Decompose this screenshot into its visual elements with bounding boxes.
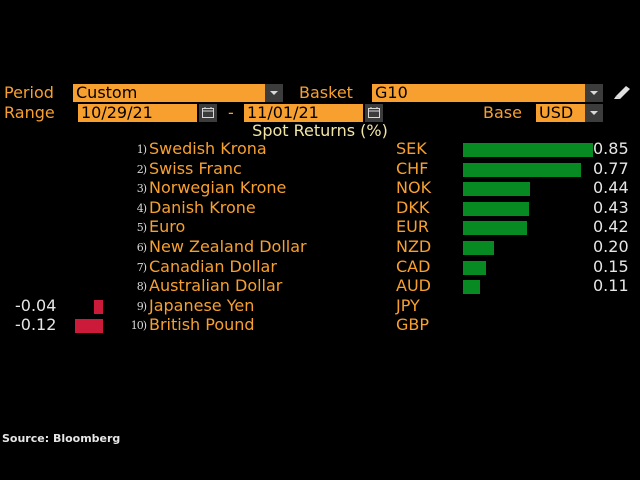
positive-return-bar — [463, 201, 529, 216]
range-separator: - — [228, 103, 234, 122]
edit-pencil-icon[interactable] — [612, 84, 632, 104]
table-row: 8) Australian Dollar AUD 0.11 — [0, 277, 640, 297]
positive-return-bar — [463, 221, 527, 236]
table-row: 2) Swiss Franc CHF 0.77 — [0, 158, 640, 180]
negative-return-bar — [94, 299, 103, 314]
rank-number: 8) — [136, 280, 147, 294]
rank-number: 5) — [136, 221, 147, 235]
range-end-input[interactable]: 11/01/21 — [244, 104, 363, 122]
value-label: 0.44 — [593, 178, 629, 198]
basket-select[interactable]: G10 — [372, 84, 585, 102]
positive-return-bar — [463, 241, 494, 255]
table-row: 1) Swedish Krona SEK 0.85 — [0, 140, 640, 160]
base-dropdown-chevron-down-icon[interactable] — [585, 104, 603, 122]
currency-code: NOK — [396, 178, 432, 198]
basket-dropdown-chevron-down-icon[interactable] — [585, 84, 603, 102]
table-row: 10) British Pound GBP -0.12 — [0, 316, 640, 336]
currency-name[interactable]: New Zealand Dollar — [149, 237, 307, 256]
value-label: 0.85 — [593, 139, 629, 158]
currency-name[interactable]: Australian Dollar — [149, 276, 283, 296]
positive-return-bar — [463, 143, 593, 157]
table-row: 4) Danish Krone DKK 0.43 — [0, 197, 640, 219]
currency-name[interactable]: Norwegian Krone — [149, 178, 287, 198]
range-start-input[interactable]: 10/29/21 — [78, 104, 197, 122]
period-dropdown-chevron-down-icon[interactable] — [265, 84, 283, 102]
table-row: 6) New Zealand Dollar NZD 0.20 — [0, 238, 640, 258]
positive-return-bar — [463, 260, 486, 275]
rank-number: 9) — [136, 299, 147, 313]
range-label: Range — [4, 103, 55, 122]
positive-return-bar — [463, 280, 480, 295]
rank-number: 7) — [136, 260, 147, 274]
rank-number: 3) — [136, 182, 147, 196]
positive-return-bar — [463, 162, 581, 177]
table-row: 7) Canadian Dollar CAD 0.15 — [0, 256, 640, 278]
negative-return-bar — [75, 319, 103, 334]
currency-code: CHF — [396, 158, 429, 178]
source-note: Source: Bloomberg — [2, 432, 121, 445]
currency-code: GBP — [396, 315, 430, 335]
currency-name[interactable]: Swedish Krona — [149, 139, 267, 158]
base-label: Base — [483, 103, 522, 122]
currency-code: JPY — [396, 295, 420, 315]
currency-name[interactable]: Canadian Dollar — [149, 256, 277, 276]
value-label: 0.20 — [593, 237, 629, 256]
rank-number: 10) — [130, 319, 147, 333]
currency-code: SEK — [396, 139, 427, 158]
currency-code: EUR — [396, 217, 429, 237]
period-label: Period — [4, 83, 54, 102]
currency-code: DKK — [396, 197, 430, 217]
currency-code: CAD — [396, 256, 431, 276]
table-row: 9) Japanese Yen JPY -0.04 — [0, 295, 640, 317]
basket-label: Basket — [299, 83, 353, 102]
table-row: 3) Norwegian Krone NOK 0.44 — [0, 179, 640, 199]
currency-code: AUD — [396, 276, 431, 296]
rank-number: 1) — [136, 143, 147, 156]
value-label: 0.42 — [593, 217, 629, 237]
value-label: 0.77 — [593, 158, 629, 178]
base-select[interactable]: USD — [536, 104, 585, 122]
value-label: -0.04 — [15, 295, 57, 315]
range-start-calendar-icon[interactable] — [199, 104, 217, 122]
positive-return-bar — [463, 182, 530, 197]
rank-number: 2) — [136, 162, 147, 176]
currency-code: NZD — [396, 237, 432, 256]
period-select[interactable]: Custom — [73, 84, 265, 102]
table-row: 5) Euro EUR 0.42 — [0, 218, 640, 238]
value-label: 0.43 — [593, 197, 629, 217]
value-label: 0.15 — [593, 256, 629, 276]
currency-name[interactable]: Euro — [149, 217, 186, 237]
currency-name[interactable]: Danish Krone — [149, 197, 256, 217]
range-end-calendar-icon[interactable] — [365, 104, 383, 122]
chart-title: Spot Returns (%) — [252, 121, 388, 140]
currency-name[interactable]: Japanese Yen — [149, 295, 255, 315]
value-label: -0.12 — [15, 315, 57, 335]
value-label: 0.11 — [593, 276, 629, 296]
currency-name[interactable]: British Pound — [149, 315, 255, 335]
rank-number: 4) — [136, 201, 147, 215]
rank-number: 6) — [136, 241, 147, 254]
currency-name[interactable]: Swiss Franc — [149, 158, 242, 178]
